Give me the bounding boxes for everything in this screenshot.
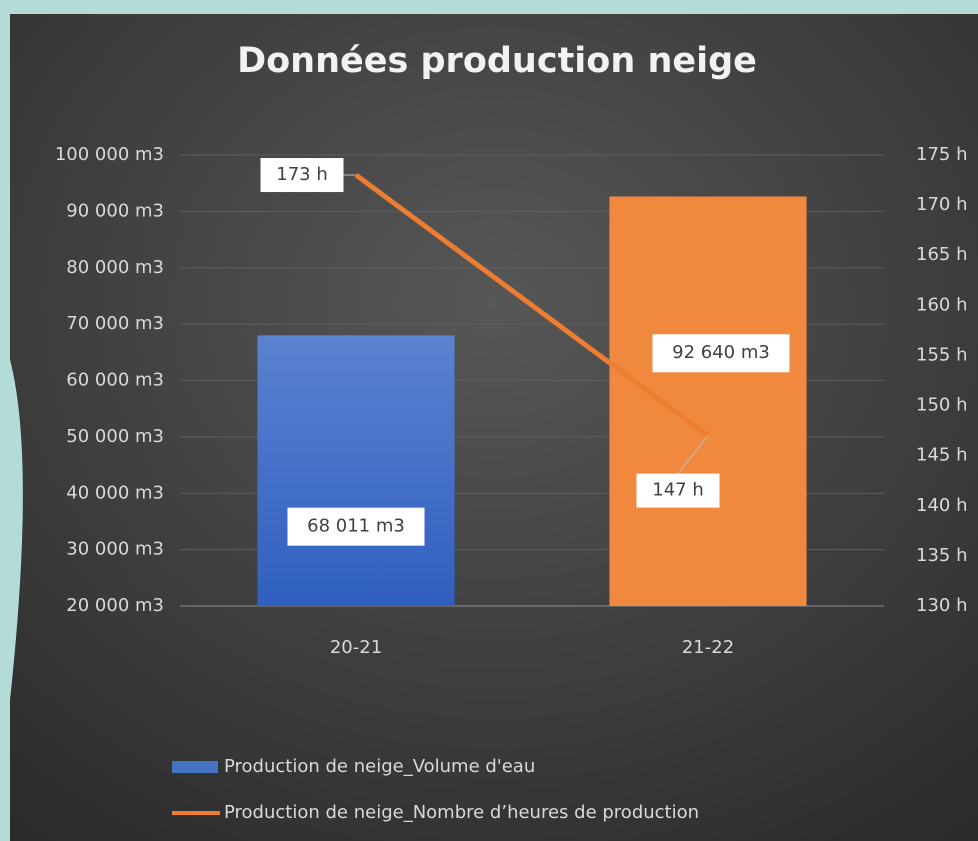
y-tick-label: 100 000 m3 — [55, 144, 164, 165]
line-label-box — [636, 473, 720, 508]
y-tick-label: 20 000 m3 — [66, 595, 164, 616]
x-tick-label: 21-22 — [682, 637, 734, 658]
y2-tick-label: 135 h — [916, 545, 968, 566]
y2-tick-label: 155 h — [916, 344, 968, 365]
line-label-box — [260, 158, 344, 193]
y2-tick-label: 165 h — [916, 244, 968, 265]
y-tick-label: 60 000 m3 — [66, 370, 164, 391]
y-tick-label: 50 000 m3 — [66, 426, 164, 447]
y-tick-label: 80 000 m3 — [66, 257, 164, 278]
decoration — [0, 330, 23, 700]
line-label: 173 h — [276, 164, 328, 185]
y-tick-label: 90 000 m3 — [66, 200, 164, 221]
y2-tick-label: 145 h — [916, 445, 968, 466]
chart-area — [10, 14, 978, 841]
y-tick-label: 70 000 m3 — [66, 313, 164, 334]
y2-tick-label: 130 h — [916, 595, 968, 616]
bar — [257, 335, 455, 606]
x-tick-label: 20-21 — [330, 637, 382, 658]
data-label-box — [652, 334, 790, 373]
line — [354, 173, 710, 438]
leader-line — [677, 435, 709, 474]
bar — [609, 196, 807, 606]
y-tick-label: 30 000 m3 — [66, 539, 164, 560]
legend-label: Production de neige_Volume d'eau — [224, 756, 535, 777]
y2-tick-label: 140 h — [916, 495, 968, 516]
y-tick-label: 40 000 m3 — [66, 482, 164, 503]
data-label-box — [287, 507, 425, 546]
data-label: 68 011 m3 — [307, 516, 405, 537]
y2-tick-label: 170 h — [916, 194, 968, 215]
legend-swatch — [172, 761, 218, 773]
data-label: 92 640 m3 — [672, 342, 770, 363]
y2-tick-label: 175 h — [916, 144, 968, 165]
chart-title: Données production neige — [237, 41, 757, 81]
y2-tick-label: 160 h — [916, 294, 968, 315]
line-label: 147 h — [652, 480, 704, 501]
y2-tick-label: 150 h — [916, 395, 968, 416]
legend-label: Production de neige_Nombre d’heures de p… — [224, 802, 699, 823]
